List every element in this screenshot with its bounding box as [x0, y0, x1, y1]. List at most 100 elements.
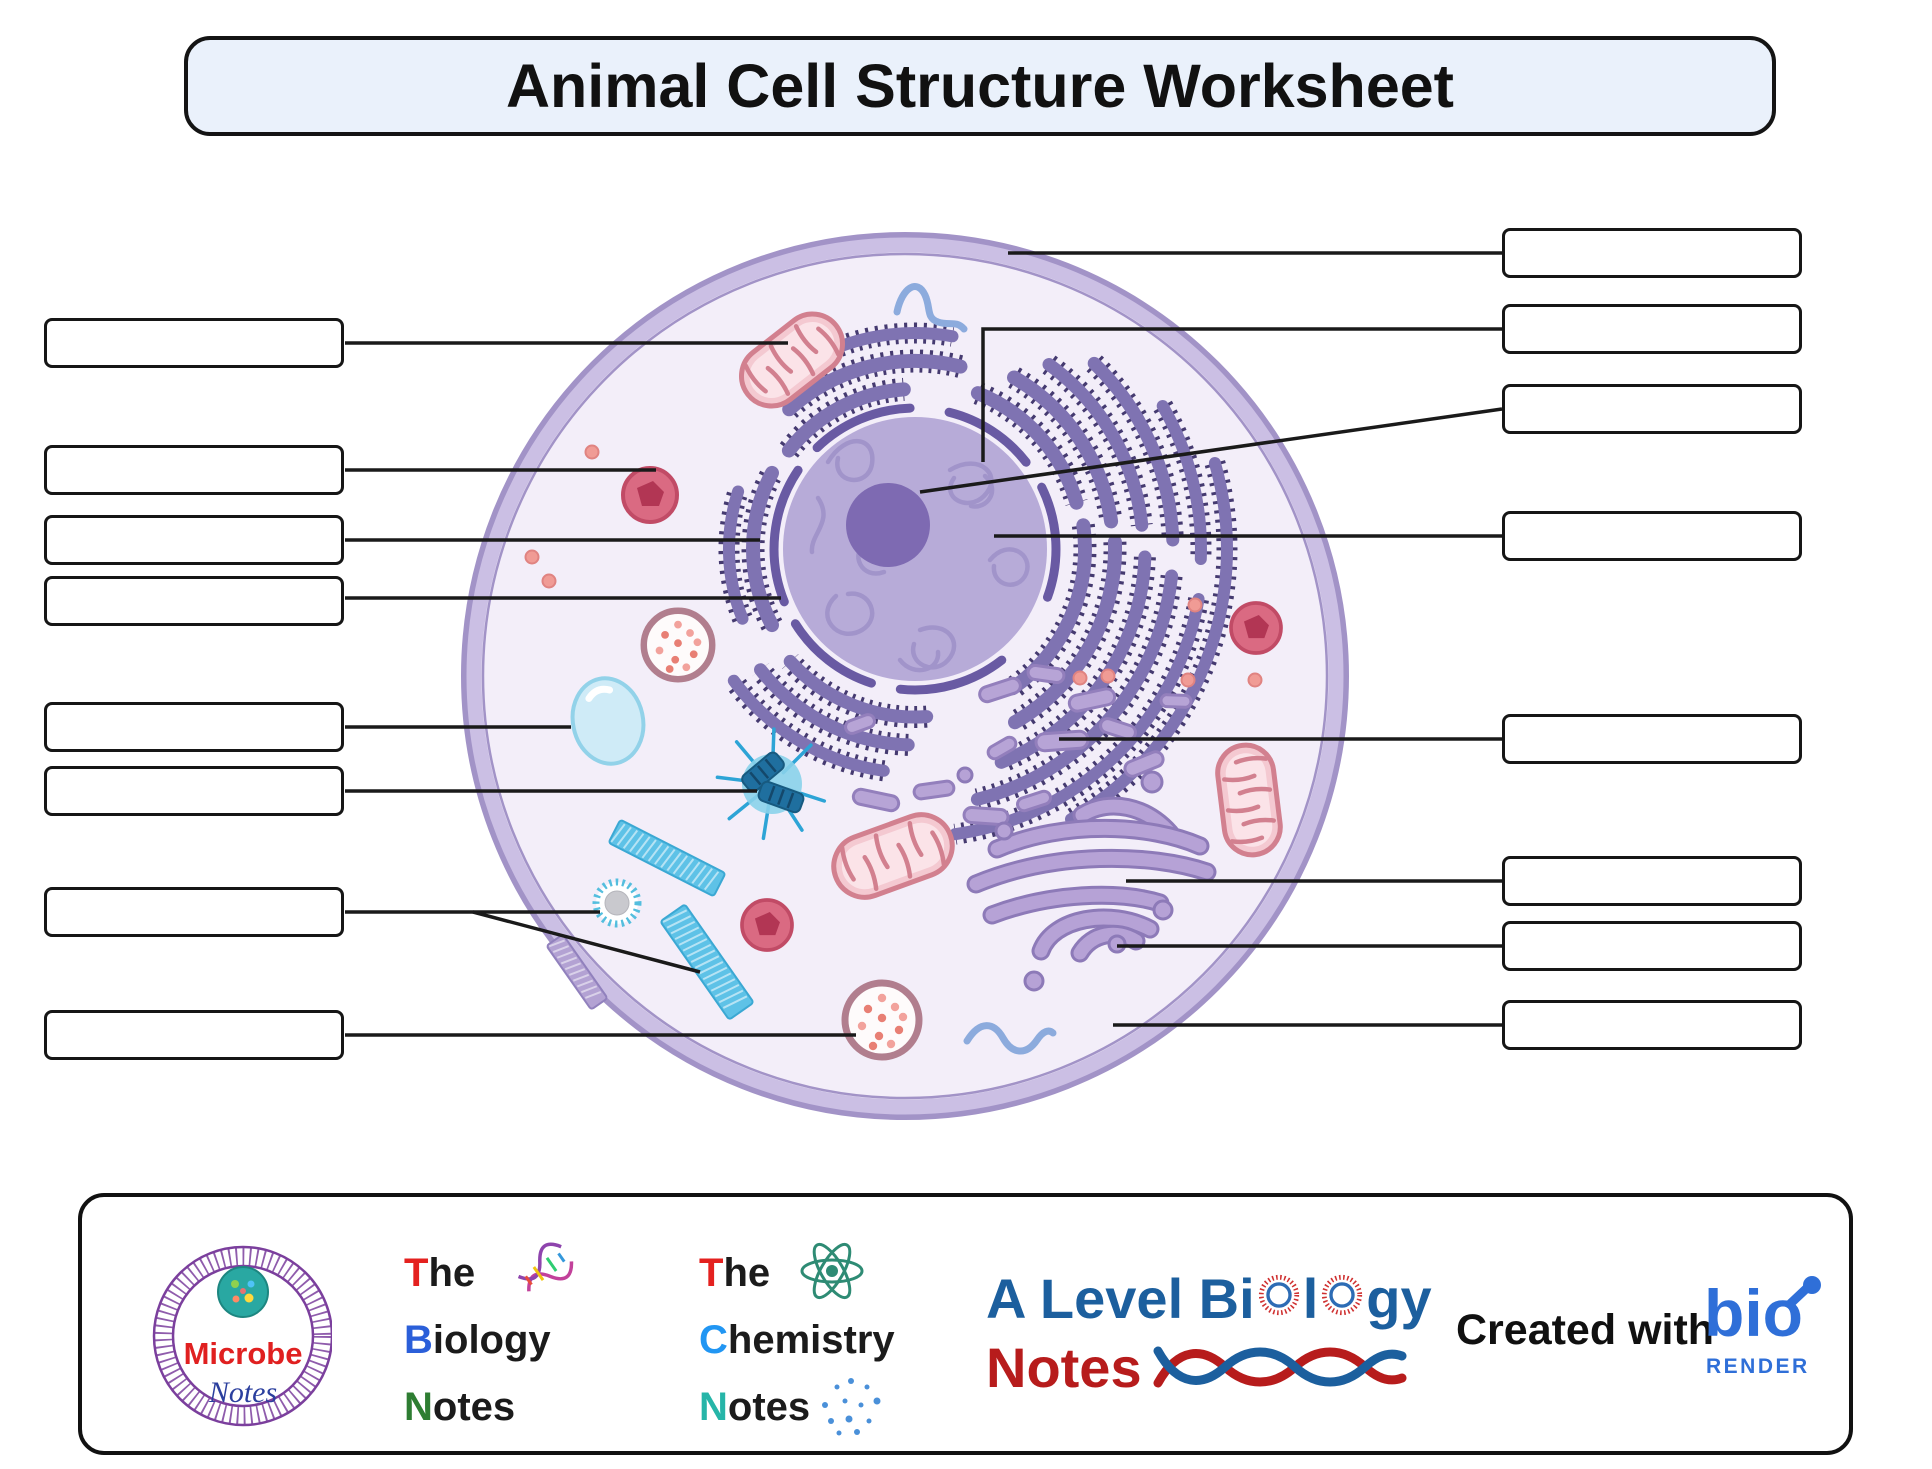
- smooth-er-icon: [978, 676, 1022, 704]
- smooth-er-icon: [986, 735, 1018, 761]
- ribosome-icon: [1180, 672, 1196, 688]
- answer-box-left-6[interactable]: [44, 766, 344, 816]
- answer-box-left-8[interactable]: [44, 1010, 344, 1060]
- golgi-vesicle-icon: [1140, 770, 1164, 794]
- peroxisome-granule: [665, 665, 674, 673]
- the-biology-notes-logo[interactable]: The Biology Notes: [404, 1251, 551, 1429]
- rough-er-cisterna: [1065, 457, 1233, 826]
- ribbon-stripe: [654, 845, 670, 865]
- nuclear-envelope-segment: [895, 655, 1007, 695]
- peroxisome-granule: [689, 650, 698, 659]
- biorender-wordmark-icon: bio: [1704, 1276, 1821, 1350]
- answer-box-right-2[interactable]: [1502, 304, 1802, 354]
- peroxisome-granule: [863, 1004, 873, 1014]
- the-chemistry-notes-logo[interactable]: The Chemistry Notes: [699, 1251, 895, 1429]
- nuclear-envelope-segment: [1037, 482, 1061, 602]
- ribbon-stripe: [641, 839, 657, 859]
- ribosome-icon: [1100, 668, 1116, 684]
- ribbon-stripe: [685, 861, 701, 881]
- rough-er-cisterna: [1008, 535, 1122, 730]
- answer-box-left-5[interactable]: [44, 702, 344, 752]
- centriole-icon: [757, 780, 805, 814]
- lysosome-icon: [621, 466, 679, 524]
- answer-box-right-1[interactable]: [1502, 228, 1802, 278]
- ribbon-stripe: [647, 842, 663, 862]
- answer-box-right-8[interactable]: [1502, 1000, 1802, 1050]
- answer-box-right-3[interactable]: [1502, 384, 1802, 434]
- ribbon-stripe: [706, 972, 732, 986]
- centriole-icon: [741, 751, 785, 793]
- golgi-apparatus-icon: [956, 766, 1217, 992]
- golgi-cisterna: [969, 851, 1214, 891]
- answer-box-left-2[interactable]: [44, 445, 344, 495]
- microbe-notes-logo[interactable]: Microbe Notes: [112, 1219, 332, 1435]
- rough-er-cisterna: [746, 465, 779, 633]
- mitochondrion-icon: [1215, 742, 1283, 858]
- mitochondrion-crista: [765, 365, 791, 396]
- ribbon-stripe: [714, 983, 740, 998]
- peroxisome-granule: [877, 993, 887, 1003]
- answer-box-left-4[interactable]: [44, 576, 344, 626]
- mitochondrion-crista: [1222, 773, 1257, 783]
- peroxisome-granule: [886, 1039, 896, 1049]
- mitochondrion-crista: [1229, 835, 1265, 845]
- ribbon-stripe: [672, 855, 688, 875]
- rough-er-cisterna: [1156, 400, 1207, 565]
- answer-box-left-7[interactable]: [44, 887, 344, 937]
- ribosome-icon: [1187, 597, 1203, 613]
- golgi-vesicle-icon: [1152, 899, 1174, 921]
- organelles-layer: [524, 311, 1283, 1061]
- a-level-biology-notes-logo[interactable]: A Level Bi l gy Notes: [986, 1266, 1432, 1399]
- smooth-er-icon: [1123, 750, 1165, 778]
- ribbon-stripe: [610, 823, 626, 843]
- answer-box-right-6[interactable]: [1502, 856, 1802, 906]
- golgi-vesicle-icon: [956, 766, 974, 784]
- peroxisome-granule: [674, 639, 682, 648]
- lysosome-icon: [1229, 601, 1283, 655]
- biorender-logo[interactable]: bio RENDER: [1704, 1276, 1864, 1379]
- peroxisome-granule: [868, 1041, 878, 1051]
- golgi-cisterna: [985, 888, 1167, 922]
- mitochondrion-icon: [831, 812, 955, 900]
- ribbon-stripe: [666, 852, 682, 872]
- dna-helix-icon: [1153, 1346, 1407, 1388]
- answer-box-left-1[interactable]: [44, 318, 344, 368]
- microtubule-icon: [660, 904, 754, 1020]
- filament-icon: [546, 934, 608, 1010]
- rough-er-cisterna: [783, 654, 934, 724]
- vacuole-highlight: [585, 685, 614, 702]
- ribbon-stripe: [616, 826, 632, 846]
- nuclear-envelope-segment: [812, 403, 915, 453]
- peroxisome-granule: [898, 1012, 908, 1022]
- ribosome-icon: [541, 573, 557, 589]
- ribbon-stripe: [682, 938, 708, 952]
- mitochondrion-crista: [862, 855, 879, 891]
- ribbon-stripe: [670, 920, 696, 935]
- centrosome-icon: [715, 727, 827, 841]
- ribbon-stripe: [703, 871, 720, 891]
- ribbon-stripe: [585, 991, 602, 999]
- answer-box-right-7[interactable]: [1502, 921, 1802, 971]
- rough-er-cisterna: [781, 382, 911, 458]
- mitochondrion-crista: [873, 833, 890, 870]
- rough-er-cisterna: [1042, 358, 1149, 532]
- nuclear-envelope-icon: [769, 403, 1061, 695]
- microtubule-icon: [608, 819, 726, 897]
- vacuole-icon: [570, 676, 646, 766]
- ribbon-stripe: [691, 864, 707, 884]
- molecule-dots-icon: [822, 1378, 881, 1436]
- ribbon-stripe: [674, 926, 700, 941]
- golgi-vesicle-icon: [994, 821, 1014, 841]
- connector-line: [919, 407, 1503, 494]
- answer-box-left-3[interactable]: [44, 515, 344, 565]
- ribbon-stripe: [697, 868, 713, 888]
- golgi-cisterna: [990, 821, 1207, 856]
- answer-box-right-5[interactable]: [1502, 714, 1802, 764]
- peroxisome-granule: [686, 629, 694, 637]
- ribbon-stripe: [722, 995, 748, 1009]
- answer-box-right-4[interactable]: [1502, 511, 1802, 561]
- peroxisome-granule: [682, 663, 691, 672]
- membrane-o-icon: [1322, 1274, 1363, 1316]
- smooth-er-icon: [851, 787, 901, 813]
